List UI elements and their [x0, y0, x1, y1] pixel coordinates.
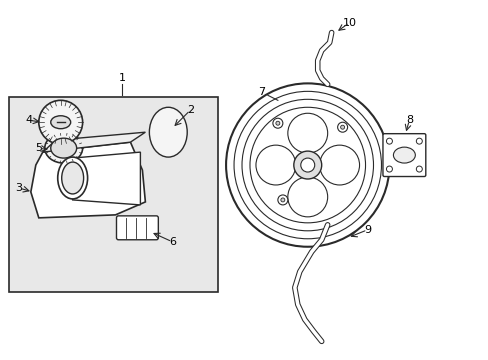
Ellipse shape: [61, 162, 83, 194]
Circle shape: [386, 138, 392, 144]
Text: 1: 1: [119, 73, 126, 84]
Text: 4: 4: [25, 115, 32, 125]
Circle shape: [293, 151, 321, 179]
Circle shape: [415, 166, 422, 172]
Polygon shape: [73, 152, 140, 205]
Circle shape: [277, 195, 287, 205]
Circle shape: [300, 158, 314, 172]
Text: 3: 3: [15, 183, 22, 193]
Text: 8: 8: [405, 115, 412, 125]
Text: 5: 5: [35, 143, 42, 153]
Ellipse shape: [393, 147, 414, 163]
FancyBboxPatch shape: [116, 216, 158, 240]
Circle shape: [415, 138, 422, 144]
Text: 6: 6: [168, 237, 175, 247]
Circle shape: [225, 84, 388, 247]
Circle shape: [287, 113, 327, 153]
Bar: [9, 97, 218, 292]
Circle shape: [319, 145, 359, 185]
Circle shape: [255, 145, 295, 185]
Text: 7: 7: [258, 87, 265, 97]
Circle shape: [280, 198, 285, 202]
Ellipse shape: [51, 138, 77, 158]
Circle shape: [287, 177, 327, 217]
Text: 10: 10: [342, 18, 356, 28]
Circle shape: [337, 122, 347, 132]
FancyBboxPatch shape: [382, 134, 425, 176]
Polygon shape: [42, 132, 145, 152]
Circle shape: [340, 125, 344, 129]
Circle shape: [272, 118, 282, 128]
Circle shape: [275, 121, 279, 125]
Ellipse shape: [45, 133, 82, 163]
Circle shape: [386, 166, 392, 172]
Ellipse shape: [51, 116, 71, 129]
Circle shape: [39, 100, 82, 144]
Text: 9: 9: [363, 225, 370, 235]
Ellipse shape: [58, 157, 87, 199]
Ellipse shape: [149, 107, 187, 157]
Text: 2: 2: [186, 105, 193, 115]
Polygon shape: [31, 142, 145, 218]
